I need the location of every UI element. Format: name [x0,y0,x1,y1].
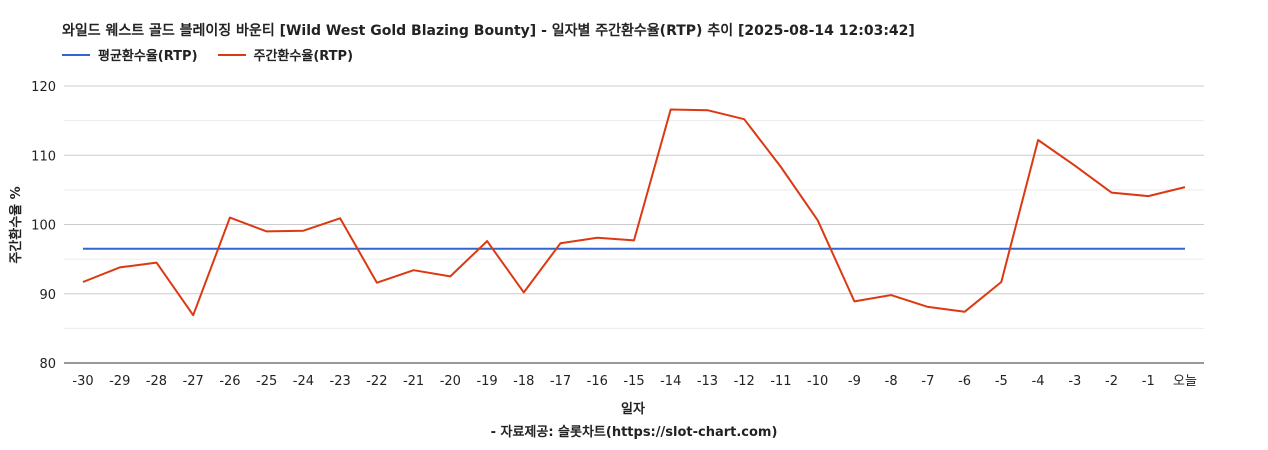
legend-label-weekly: 주간환수율(RTP) [253,49,354,64]
x-tick-label: -17 [550,374,571,389]
x-tick-label: -12 [734,374,755,389]
y-tick-label: 100 [31,219,56,234]
x-tick-label: -3 [1068,374,1081,389]
legend-item-weekly[interactable]: 주간환수율(RTP) [217,45,354,64]
x-tick-label: -10 [807,374,828,389]
legend-swatch-average [62,53,90,56]
x-tick-label: -30 [72,374,93,389]
x-tick-label: -25 [256,374,277,389]
chart-title: 와일드 웨스트 골드 블레이징 바운티 [Wild West Gold Blaz… [62,23,915,39]
x-tick-label: -8 [885,374,898,389]
x-axis-label: 일자 [621,402,645,417]
x-tick-label: -16 [587,374,608,389]
series-lines [82,108,1186,317]
x-tick-label: -5 [995,374,1008,389]
series-line-weekly[interactable] [82,108,1186,317]
x-tick-label: -14 [660,374,681,389]
y-axis-ticks: 80 90 100 110 120 [31,80,56,372]
x-tick-label: -7 [921,374,934,389]
x-tick-label: -4 [1032,374,1045,389]
x-tick-label: -20 [440,374,461,389]
x-tick-label: -13 [697,374,718,389]
y-tick-label: 120 [31,80,56,95]
x-axis-ticks: -30 -29 -28 -27 -26 -25 -24 -23 -22 -21 -20 -19 -18 -… [72,374,1197,389]
legend-swatch-weekly [217,53,246,56]
x-tick-label: -27 [183,374,204,389]
y-tick-label: 80 [39,357,56,372]
y-tick-label: 90 [39,288,56,303]
x-tick-label: -15 [623,374,644,389]
y-axis-label: 주간환수율 % [8,186,24,263]
x-tick-label: -23 [330,374,351,389]
x-tick-label: -28 [146,374,167,389]
x-tick-label: -1 [1142,374,1155,389]
legend: 평균환수율(RTP) 주간환수율(RTP) [62,45,373,64]
legend-label-average: 평균환수율(RTP) [98,49,198,64]
x-tick-label: -2 [1105,374,1118,389]
x-tick-label: 오늘 [1173,374,1197,389]
y-tick-label: 110 [31,149,56,164]
x-tick-label: -11 [770,374,791,389]
x-tick-label: -6 [958,374,971,389]
x-tick-label: -9 [848,374,861,389]
x-tick-label: -18 [513,374,534,389]
x-tick-label: -22 [366,374,387,389]
source-credit: - 자료제공: 슬롯차트(https://slot-chart.com) [490,425,778,440]
grid [64,85,1204,364]
legend-item-average[interactable]: 평균환수율(RTP) [62,45,198,64]
x-tick-label: -19 [476,374,497,389]
x-tick-label: -29 [109,374,130,389]
x-tick-label: -24 [293,374,314,389]
x-tick-label: -21 [403,374,424,389]
x-tick-label: -26 [219,374,240,389]
